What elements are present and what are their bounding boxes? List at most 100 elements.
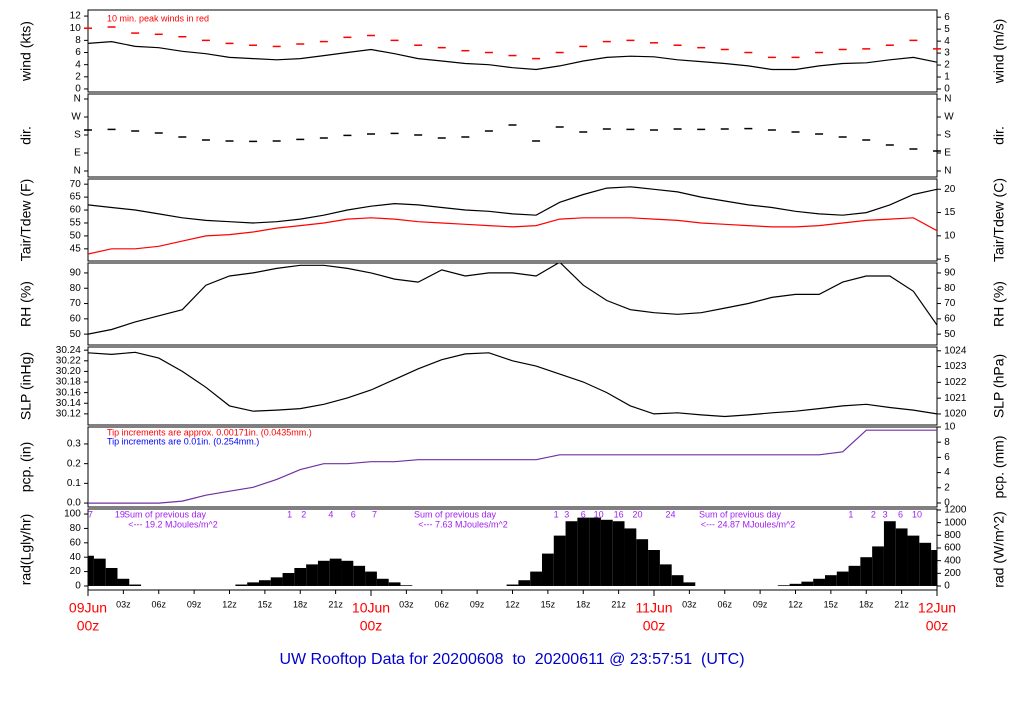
tick-label: 70 [70, 298, 82, 309]
tick-label: 0 [944, 498, 950, 509]
radiation-bar [93, 558, 106, 586]
tick-label: 0.3 [67, 439, 81, 450]
radiation-bar [565, 521, 578, 586]
tick-label: 4 [944, 36, 950, 47]
hour-mark: 3 [564, 509, 569, 519]
tick-label: 30.18 [56, 377, 81, 388]
x-tick-label: 15z [258, 599, 273, 609]
tick-label: 60 [70, 205, 82, 216]
tick-label: 30.20 [56, 366, 81, 377]
tick-label: 60 [944, 313, 956, 324]
tick-label: 40 [70, 552, 82, 563]
tick-label: 20 [70, 566, 82, 577]
hour-mark: 19 [115, 509, 125, 519]
hour-mark: 1 [554, 509, 559, 519]
tick-label: 20 [944, 184, 956, 195]
tick-label: 4 [75, 59, 81, 70]
hour-mark: 2 [871, 509, 876, 519]
tick-label: 15 [944, 207, 956, 218]
tick-label: 200 [944, 568, 961, 579]
series-line [88, 40, 937, 71]
hour-mark: 6 [898, 509, 903, 519]
panel-frame [87, 262, 938, 346]
tick-label: 70 [944, 298, 956, 309]
radiation-bar [506, 584, 519, 586]
radiation-bar [400, 585, 413, 586]
radiation-bar [105, 567, 118, 586]
radiation-bar [624, 528, 637, 586]
tick-label: 1024 [944, 345, 967, 356]
tick-label: 50 [70, 231, 82, 242]
x-tick-label: 06z [434, 599, 449, 609]
x-tick-label: 12z [505, 599, 520, 609]
hour-mark: 20 [632, 509, 642, 519]
hour-mark: 6 [581, 509, 586, 519]
tick-label: W [71, 112, 81, 123]
radiation-bar [258, 580, 271, 586]
x-tick-label: 15z [541, 599, 556, 609]
tick-label: 4 [944, 467, 950, 478]
tick-label: 80 [944, 283, 956, 294]
y2-axis-label: RH (%) [991, 281, 1007, 327]
tick-label: 12 [70, 11, 82, 22]
x-tick-label: 21z [611, 599, 626, 609]
date-tick-sublabel: 00z [643, 618, 666, 634]
tick-label: S [944, 130, 951, 141]
radiation-bar [247, 582, 259, 586]
tick-label: 3 [944, 48, 950, 59]
radiation-bar [860, 557, 873, 586]
radiation-bar [789, 583, 802, 586]
radiation-bar [518, 580, 531, 586]
daily-sum-value: <--- 19.2 MJoules/m^2 [128, 519, 218, 529]
radiation-bar [589, 517, 601, 586]
radiation-bar [117, 578, 130, 586]
tick-label: 8 [944, 437, 950, 448]
radiation-bar [129, 584, 142, 586]
panel-frame [87, 426, 938, 508]
annotation: 10 min. peak winds in red [107, 13, 209, 23]
x-tick-label: 12z [222, 599, 237, 609]
radiation-bar [612, 521, 625, 586]
tick-label: 600 [944, 543, 961, 554]
x-tick-label: 21z [894, 599, 909, 609]
tick-label: 800 [944, 530, 961, 541]
radiation-bar [282, 573, 295, 586]
radiation-bar [883, 521, 896, 586]
tick-label: 0.1 [67, 478, 81, 489]
x-tick-label: 03z [399, 599, 414, 609]
tick-label: 1023 [944, 361, 967, 372]
radiation-bar [801, 581, 814, 586]
y-axis-label: dir. [18, 126, 34, 145]
radiation-bar [235, 584, 248, 586]
y-axis-label: pcp. (in) [18, 442, 34, 493]
radiation-bar [895, 528, 908, 586]
tick-label: 0 [75, 581, 81, 592]
y2-axis-label: SLP (hPa) [991, 354, 1007, 418]
tick-label: 400 [944, 555, 961, 566]
x-tick-label: 06z [151, 599, 166, 609]
radiation-bar [88, 555, 94, 586]
tick-label: 90 [944, 268, 956, 279]
tick-label: 6 [944, 12, 950, 23]
radiation-bar [872, 546, 884, 586]
tick-label: 80 [70, 283, 82, 294]
tick-label: N [944, 166, 951, 177]
hour-mark: 10 [594, 509, 604, 519]
daily-sum-label: Sum of previous day [124, 509, 207, 519]
tick-label: 80 [70, 523, 82, 534]
x-tick-label: 15z [824, 599, 839, 609]
tick-label: W [944, 112, 954, 123]
daily-sum-label: Sum of previous day [414, 509, 497, 519]
tick-label: 2 [944, 60, 950, 71]
tick-label: 6 [75, 47, 81, 58]
radiation-bar [329, 558, 342, 586]
series-line [88, 351, 937, 418]
radiation-bar [553, 535, 566, 586]
panel-frame [87, 9, 938, 93]
series-line [88, 186, 937, 224]
radiation-bar [648, 550, 660, 586]
radiation-bar [636, 539, 649, 586]
tick-label: 1021 [944, 393, 967, 404]
date-tick-sublabel: 00z [926, 618, 949, 634]
